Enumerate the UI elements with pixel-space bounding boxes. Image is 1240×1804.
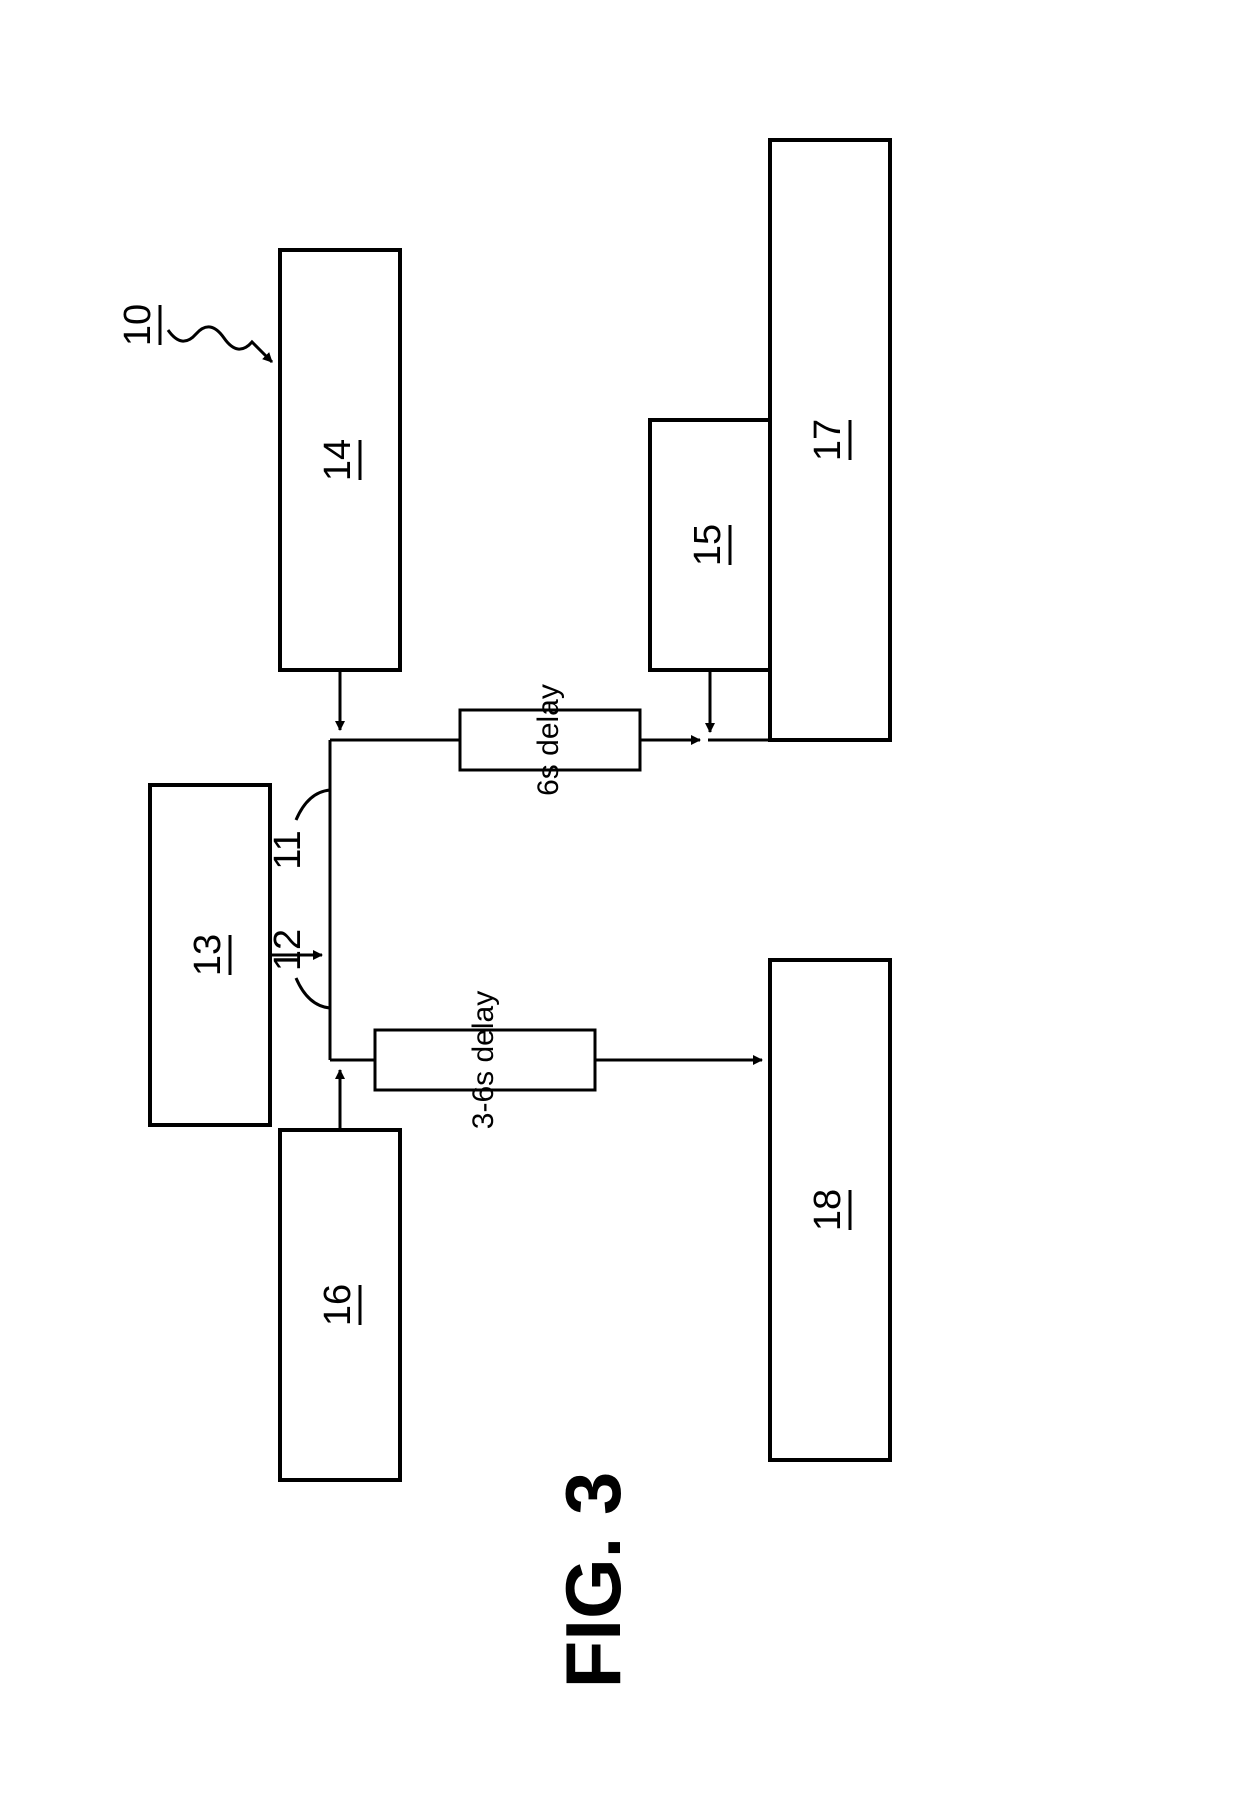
- node-15-label: 15: [687, 524, 729, 566]
- node-16-label: 16: [317, 1284, 359, 1326]
- figure-canvas: 10: [0, 0, 1240, 1804]
- node-17-label: 17: [807, 419, 849, 461]
- reference-label: 10: [117, 304, 159, 346]
- delay-6s-label: 6s delay: [532, 684, 565, 796]
- node-13-label: 13: [187, 934, 229, 976]
- node-14-label: 14: [317, 439, 359, 481]
- delay-3-6s-label: 3-6s delay: [467, 991, 500, 1129]
- junction-12-label: 12: [267, 929, 309, 971]
- figure-caption: FIG. 3: [549, 1472, 637, 1689]
- node-18-label: 18: [807, 1189, 849, 1231]
- junction-11-label: 11: [267, 830, 309, 869]
